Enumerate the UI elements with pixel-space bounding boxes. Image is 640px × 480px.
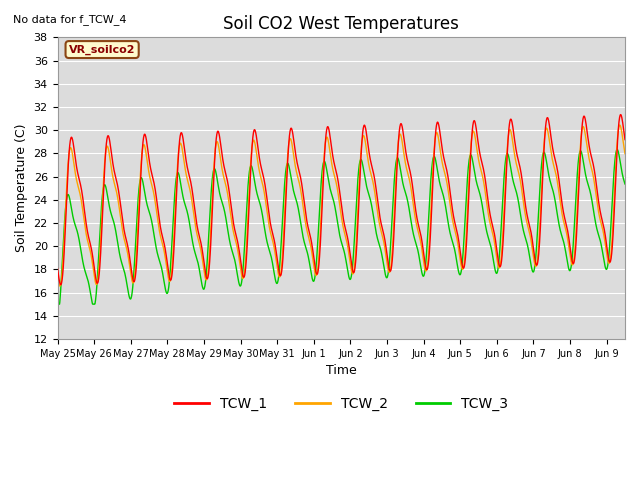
TCW_3	[83, 273, 90, 278]
TCW_2	[500, 194, 508, 200]
TCW_3	[315, 227, 323, 233]
Legend: TCW_1, TCW_2, TCW_3: TCW_1, TCW_2, TCW_3	[168, 391, 514, 417]
TCW_1	[54, 265, 61, 271]
TCW_1	[621, 137, 629, 143]
TCW_1	[617, 112, 625, 118]
TCW_2	[621, 151, 629, 156]
TCW_3	[621, 181, 629, 187]
TCW_1	[500, 208, 508, 214]
Text: No data for f_TCW_4: No data for f_TCW_4	[13, 14, 126, 25]
TCW_3	[605, 256, 612, 262]
TCW_3	[54, 301, 61, 307]
TCW_2	[56, 283, 63, 289]
TCW_1	[330, 158, 337, 164]
TCW_1	[605, 257, 612, 263]
TCW_3	[330, 197, 337, 203]
Title: Soil CO2 West Temperatures: Soil CO2 West Temperatures	[223, 15, 460, 33]
TCW_2	[83, 234, 91, 240]
TCW_3	[613, 146, 621, 152]
Line: TCW_3: TCW_3	[58, 149, 625, 304]
TCW_3	[500, 170, 508, 176]
TCW_1	[57, 282, 65, 288]
Line: TCW_1: TCW_1	[58, 115, 625, 285]
TCW_1	[315, 264, 323, 269]
Y-axis label: Soil Temperature (C): Soil Temperature (C)	[15, 124, 28, 252]
TCW_2	[605, 261, 612, 266]
TCW_2	[315, 256, 323, 262]
TCW_1	[605, 255, 612, 261]
TCW_2	[605, 260, 612, 266]
TCW_2	[54, 274, 61, 280]
Line: TCW_2: TCW_2	[58, 125, 625, 286]
X-axis label: Time: Time	[326, 364, 356, 377]
TCW_2	[330, 170, 337, 176]
TCW_3	[604, 259, 612, 265]
TCW_2	[616, 122, 624, 128]
TCW_1	[83, 225, 91, 230]
Text: VR_soilco2: VR_soilco2	[69, 45, 136, 55]
